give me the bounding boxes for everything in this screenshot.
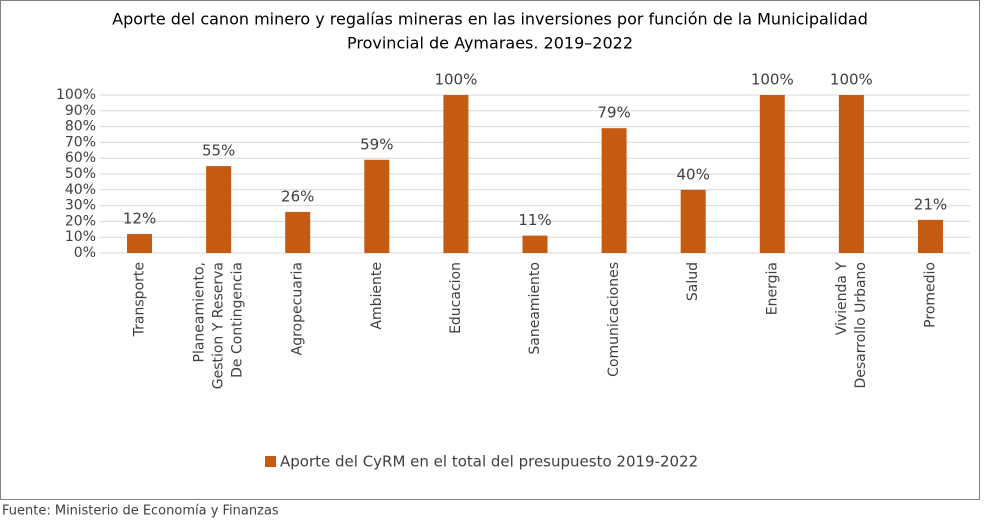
bar <box>917 219 943 253</box>
data-label: 59% <box>360 135 393 153</box>
y-tick-label: 20% <box>65 213 96 229</box>
data-label: 100% <box>434 71 477 89</box>
data-label: 11% <box>518 211 551 229</box>
x-tick-group: Promedio <box>922 262 938 328</box>
y-tick-label: 80% <box>65 119 96 135</box>
bar <box>443 95 469 253</box>
bar <box>127 234 153 253</box>
chart-title: Provincial de Aymaraes. 2019–2022 <box>347 34 633 53</box>
data-label: 55% <box>202 142 235 160</box>
chart-frame <box>0 0 980 500</box>
y-tick-label: 30% <box>65 198 96 214</box>
data-label: 100% <box>751 71 794 89</box>
x-tick-label: Educacion <box>448 262 464 334</box>
x-tick-label: Agropecuaria <box>290 262 306 355</box>
x-tick-label: Salud <box>685 262 701 301</box>
x-tick-group: Saneamiento <box>527 262 543 355</box>
x-tick-label: Planeamiento, Gestion Y Reserva De Conting… <box>192 262 246 389</box>
bar <box>522 235 548 253</box>
bar <box>206 166 232 253</box>
data-label: 79% <box>597 104 630 122</box>
data-label: 21% <box>914 195 947 213</box>
x-tick-label: Ambiente <box>369 262 385 330</box>
x-tick-label: Transporte <box>132 262 148 337</box>
y-tick-label: 40% <box>65 182 96 198</box>
bar <box>285 211 311 253</box>
legend-swatch <box>265 456 276 467</box>
bar <box>838 95 864 253</box>
bar <box>759 95 785 253</box>
x-tick-group: Salud <box>685 262 701 301</box>
x-tick-label: Promedio <box>922 262 938 328</box>
x-tick-group: Energia <box>764 262 780 315</box>
y-tick-label: 0% <box>74 245 96 261</box>
x-tick-group: Ambiente <box>369 262 385 330</box>
x-tick-group: Comunicaciones <box>606 262 622 377</box>
data-label: 40% <box>677 165 710 183</box>
x-tick-label: Vivienda Y Desarrollo Urbano <box>834 262 869 389</box>
x-tick-group: Planeamiento, Gestion Y Reserva De Conting… <box>192 262 246 389</box>
source-note: Fuente: Ministerio de Economía y Finanza… <box>2 504 279 519</box>
y-tick-label: 10% <box>65 229 96 245</box>
y-tick-label: 70% <box>65 134 96 150</box>
data-label: 12% <box>123 210 156 228</box>
x-tick-group: Educacion <box>448 262 464 334</box>
bar <box>364 159 390 253</box>
y-tick-label: 100% <box>56 87 96 103</box>
legend-label: Aporte del CyRM en el total del presupue… <box>280 453 698 471</box>
y-tick-label: 60% <box>65 150 96 166</box>
x-tick-group: Transporte <box>132 262 148 337</box>
bar <box>680 189 706 253</box>
bar <box>601 128 627 253</box>
x-tick-label: Saneamiento <box>527 262 543 355</box>
data-label: 26% <box>281 187 314 205</box>
chart-title: Aporte del canon minero y regalías miner… <box>112 10 868 29</box>
x-tick-label: Comunicaciones <box>606 262 622 377</box>
y-tick-label: 90% <box>65 103 96 119</box>
x-tick-label: Energia <box>764 262 780 315</box>
x-tick-group: Agropecuaria <box>290 262 306 355</box>
y-tick-label: 50% <box>65 166 96 182</box>
x-tick-group: Vivienda Y Desarrollo Urbano <box>834 262 869 389</box>
data-label: 100% <box>830 71 873 89</box>
